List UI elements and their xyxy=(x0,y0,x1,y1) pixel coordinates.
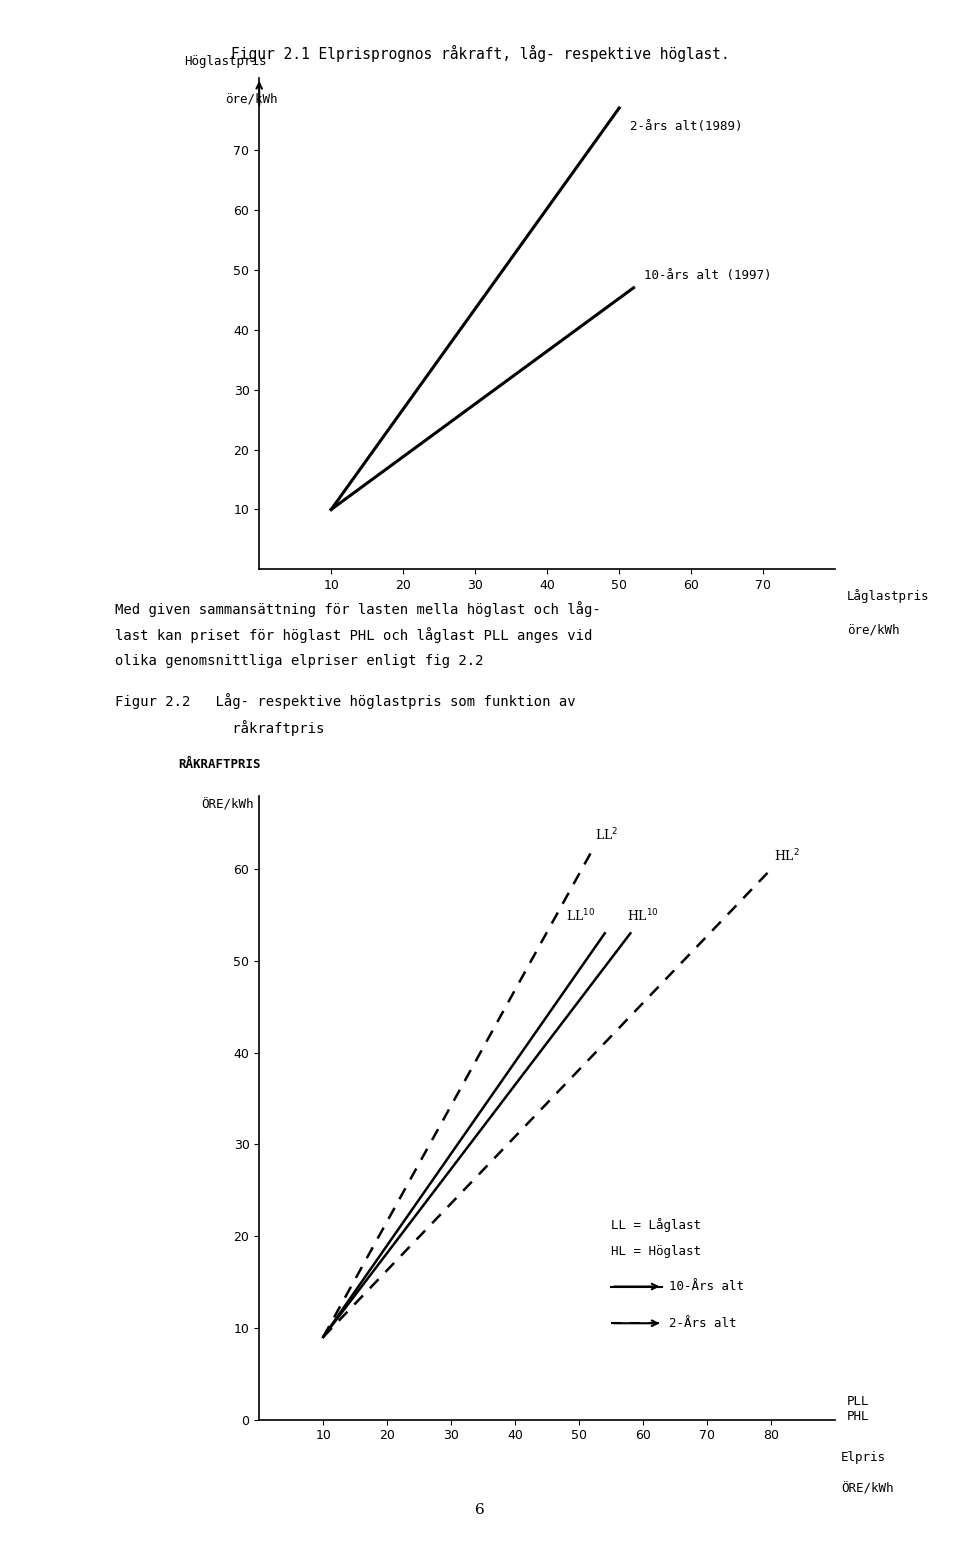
Text: råkraftpris: råkraftpris xyxy=(115,721,324,736)
Text: HL$^{10}$: HL$^{10}$ xyxy=(627,908,660,924)
Text: öre/kWh: öre/kWh xyxy=(225,92,277,106)
Text: Figur 2.2   Låg- respektive höglastpris som funktion av: Figur 2.2 Låg- respektive höglastpris so… xyxy=(115,693,576,710)
Text: LL = Låglast: LL = Låglast xyxy=(612,1218,701,1232)
Text: PLL
PHL: PLL PHL xyxy=(847,1395,869,1423)
Text: HL = Höglast: HL = Höglast xyxy=(612,1245,701,1259)
Text: 10-års alt (1997): 10-års alt (1997) xyxy=(644,268,772,282)
Text: 2-års alt(1989): 2-års alt(1989) xyxy=(630,120,742,133)
Text: last kan priset för höglast PHL och låglast PLL anges vid: last kan priset för höglast PHL och lågl… xyxy=(115,627,592,643)
Text: HL$^2$: HL$^2$ xyxy=(775,847,801,864)
Text: RÅKRAFTPRIS: RÅKRAFTPRIS xyxy=(179,758,261,771)
Text: ÖRE/kWh: ÖRE/kWh xyxy=(841,1482,894,1494)
Text: Figur 2.1 Elprisprognos råkraft, låg- respektive höglast.: Figur 2.1 Elprisprognos råkraft, låg- re… xyxy=(230,45,730,62)
Text: LL$^2$: LL$^2$ xyxy=(595,827,618,844)
Text: 10-Års alt: 10-Års alt xyxy=(669,1281,744,1293)
Text: Med given sammansättning för lasten mella höglast och låg-: Med given sammansättning för lasten mell… xyxy=(115,601,601,616)
Text: 2-Års alt: 2-Års alt xyxy=(669,1317,736,1329)
Text: 6: 6 xyxy=(475,1504,485,1516)
Text: olika genomsnittliga elpriser enligt fig 2.2: olika genomsnittliga elpriser enligt fig… xyxy=(115,654,484,668)
Text: öre/kWh: öre/kWh xyxy=(847,624,900,636)
Text: ÖRE/kWh: ÖRE/kWh xyxy=(202,799,254,811)
Text: LL$^{10}$: LL$^{10}$ xyxy=(566,908,596,924)
Text: Höglastpris: Höglastpris xyxy=(184,55,267,69)
Text: Låglastpris: Låglastpris xyxy=(847,590,929,604)
Text: Elpris: Elpris xyxy=(841,1451,886,1463)
